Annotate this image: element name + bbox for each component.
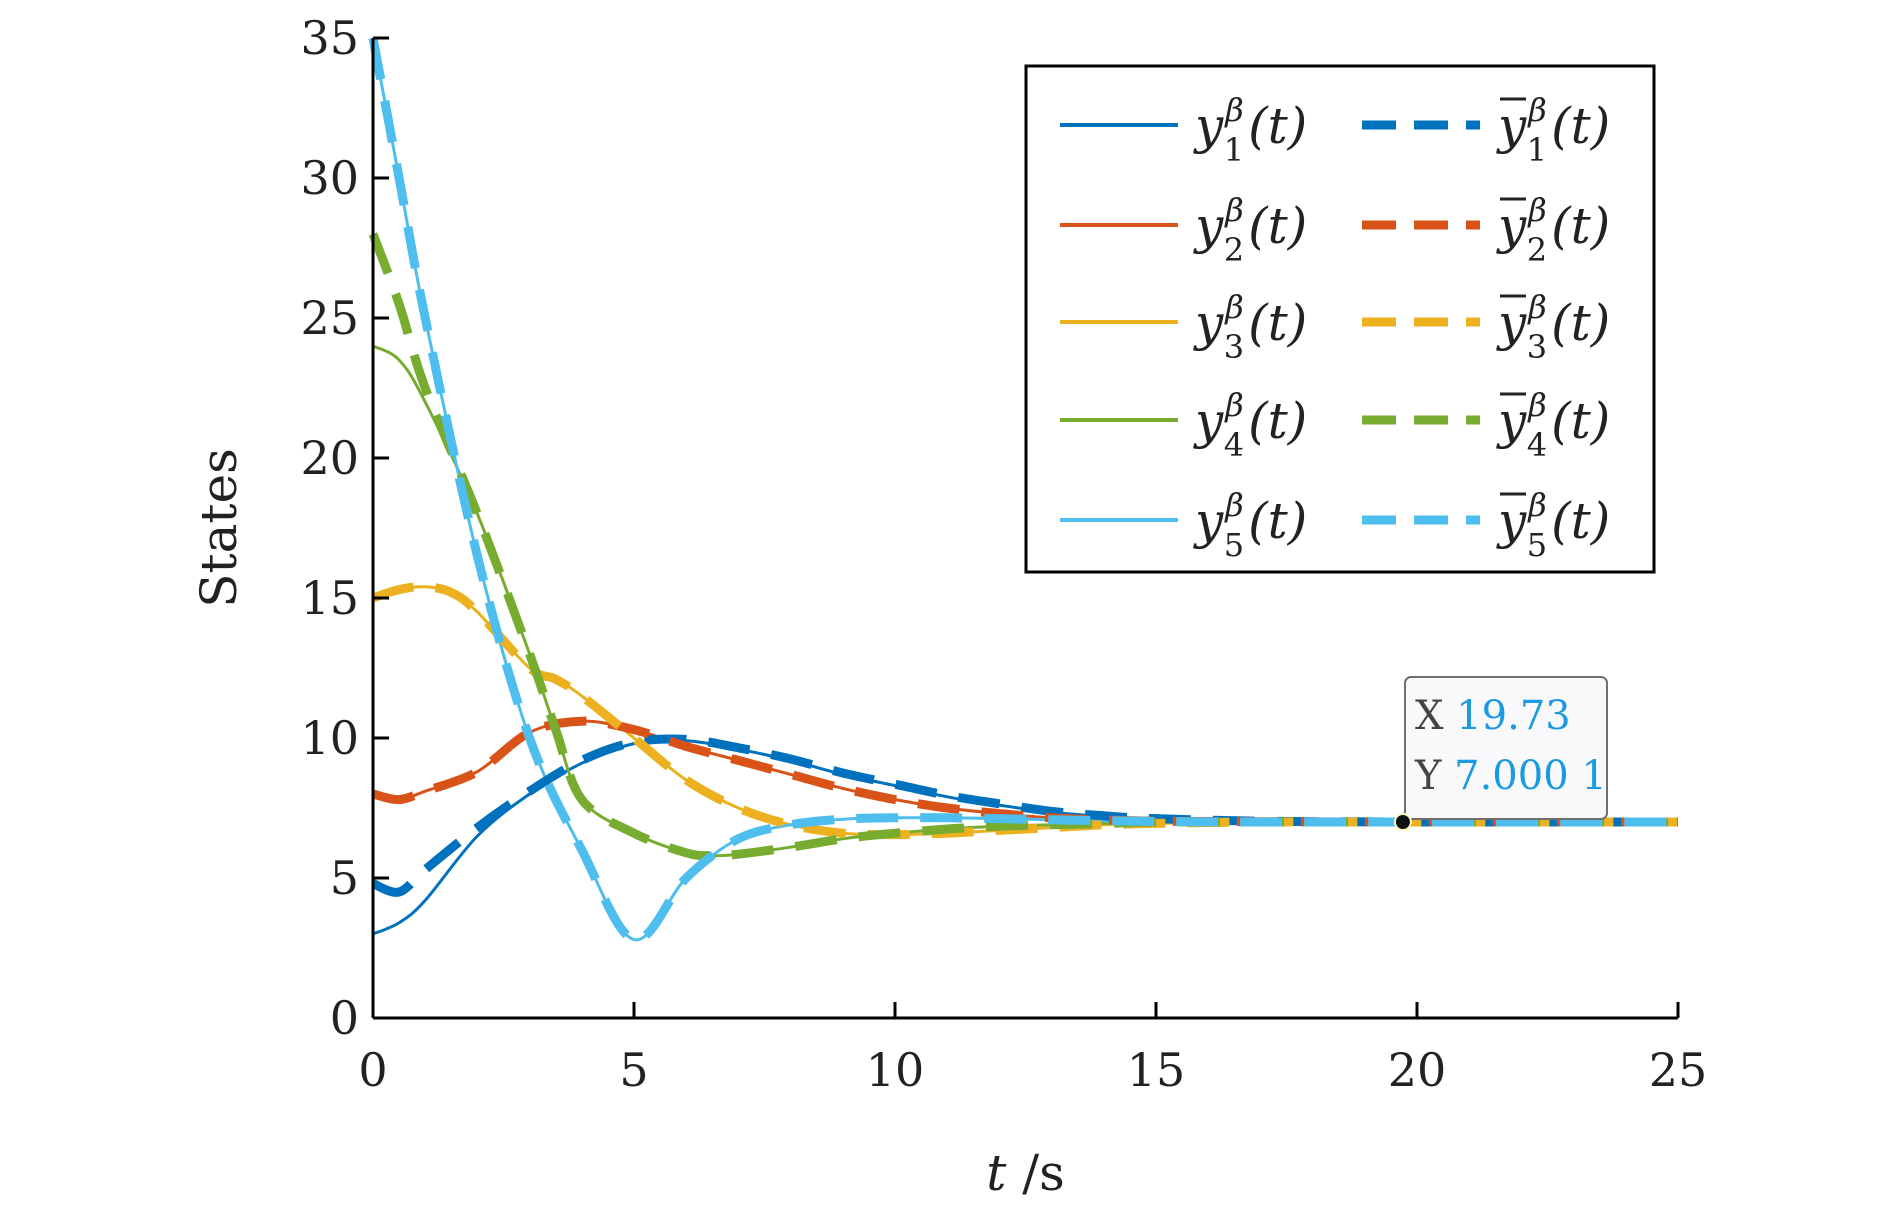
legend-label: yβ 3(t) — [1193, 288, 1307, 366]
y-tick-label: 35 — [300, 11, 359, 65]
x-tick-label: 20 — [1388, 1043, 1447, 1097]
datatip-y-row: Y 7.000 1 — [1414, 753, 1607, 799]
datatip[interactable]: X 19.73 Y 7.000 1 — [1393, 676, 1608, 831]
y-tick-label: 0 — [330, 991, 359, 1045]
x-tick-label: 0 — [358, 1043, 387, 1097]
x-axis-title: t /s — [986, 1144, 1065, 1202]
y-tick-label: 10 — [300, 711, 359, 765]
legend-entry-2: yβ 2(t) — [1060, 191, 1307, 269]
legend-label: yβ 1(t) — [1193, 91, 1307, 169]
y-axis-title: States — [190, 448, 248, 608]
legend-label: yβ 1(t) — [1496, 91, 1610, 169]
series-layer — [368, 37, 1679, 945]
legend-label: yβ 5(t) — [1496, 486, 1610, 564]
datatip-box — [1404, 676, 1608, 820]
x-tick-label: 25 — [1649, 1043, 1708, 1097]
legend-entry-5: yβ 5(t) — [1060, 486, 1307, 564]
series-line-10 — [368, 37, 1678, 945]
legend-entry-9: yβ 4(t) — [1362, 386, 1610, 464]
legend-label: yβ 2(t) — [1496, 191, 1610, 269]
legend-label: yβ 2(t) — [1193, 191, 1307, 269]
datatip-x-row: X 19.73 — [1415, 693, 1571, 739]
y-tick-label: 30 — [300, 151, 359, 205]
legend-entry-3: yβ 3(t) — [1060, 288, 1307, 366]
legend-entry-7: yβ 2(t) — [1362, 191, 1610, 269]
y-tick-label: 25 — [300, 291, 359, 345]
legend-label: yβ 3(t) — [1496, 288, 1610, 366]
x-tick-label: 10 — [866, 1043, 925, 1097]
legend-box — [1024, 64, 1656, 574]
legend-entry-1: yβ 1(t) — [1060, 91, 1307, 169]
legend-label: yβ 4(t) — [1193, 386, 1307, 464]
y-tick-label: 20 — [300, 431, 359, 485]
legend-entry-6: yβ 1(t) — [1362, 91, 1610, 169]
y-tick-label: 15 — [300, 571, 359, 625]
legend-label: yβ 4(t) — [1496, 386, 1610, 464]
y-tick-label: 5 — [330, 851, 359, 905]
datatip-marker[interactable] — [1393, 812, 1412, 831]
legend-label: yβ 5(t) — [1193, 486, 1307, 564]
legend: yβ 1(t) yβ 2(t) yβ 3(t) yβ 4(t) yβ 5(t) yβ 1(t) yβ 2(… — [1024, 64, 1656, 574]
x-tick-label: 5 — [619, 1043, 648, 1097]
series-line-6 — [371, 734, 1679, 897]
legend-entry-8: yβ 3(t) — [1362, 288, 1610, 366]
axes: 0 5 10 15 20 25 0 5 10 15 20 25 30 35 t /s States — [190, 11, 1707, 1202]
legend-entry-10: yβ 5(t) — [1362, 486, 1610, 564]
legend-entry-4: yβ 4(t) — [1060, 386, 1307, 464]
series-line-8 — [371, 582, 1678, 840]
x-tick-label: 15 — [1127, 1043, 1186, 1097]
